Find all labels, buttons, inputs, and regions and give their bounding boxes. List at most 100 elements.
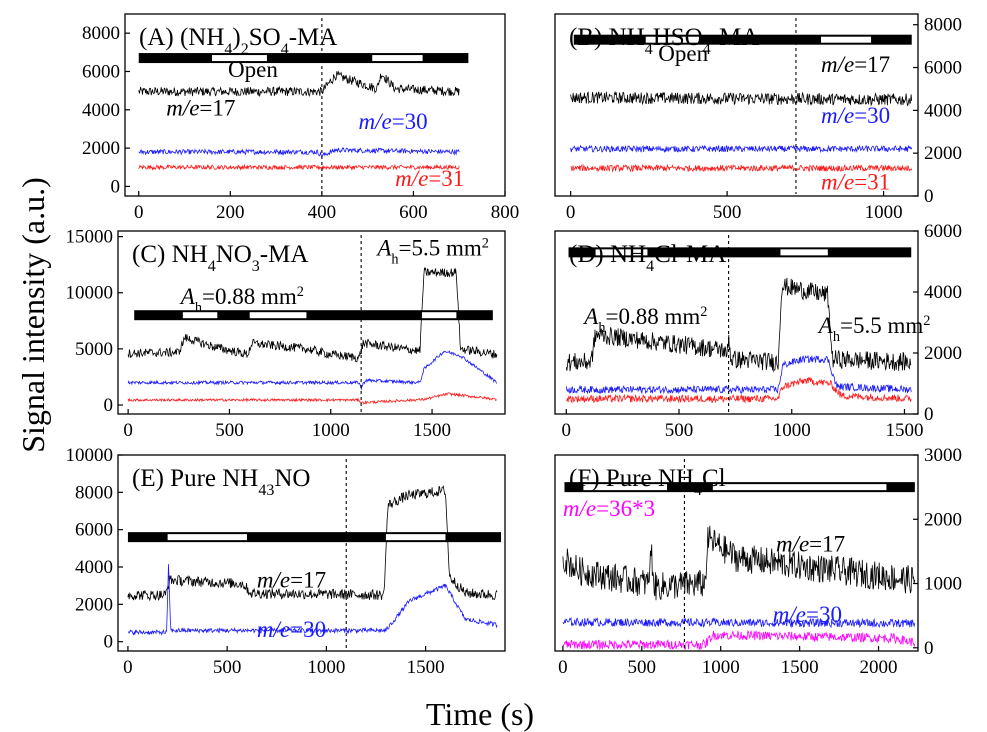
x-tick-label: 0 xyxy=(134,202,144,223)
y-tick-label: 2000 xyxy=(924,509,962,530)
x-tick-label: 400 xyxy=(308,202,337,223)
annotation-label: m/e=17 xyxy=(257,568,326,593)
y-tick-label: 8000 xyxy=(75,482,113,503)
x-tick-label: 500 xyxy=(628,657,657,678)
x-tick-label: 1500 xyxy=(413,420,451,441)
panel-title: (E) Pure NH43NO xyxy=(132,465,310,499)
y-tick-label: 6000 xyxy=(82,61,120,82)
valve-state-bar xyxy=(573,34,912,45)
y-tick-label: 4000 xyxy=(75,557,113,578)
y-tick-label: 2000 xyxy=(82,138,120,159)
series-line-3 xyxy=(566,377,912,404)
y-tick-label: 10000 xyxy=(66,283,114,304)
x-tick-label: 600 xyxy=(399,202,428,223)
y-tick-label: 0 xyxy=(111,176,121,197)
valve-open-segment xyxy=(820,36,872,43)
series-line-1 xyxy=(138,70,460,98)
valve-open-segment xyxy=(211,55,267,62)
series-line-2 xyxy=(127,350,498,391)
x-axis-label: Time (s) xyxy=(426,696,534,732)
y-tick-label: 1000 xyxy=(924,574,962,595)
x-tick-label: 0 xyxy=(123,420,133,441)
x-tick-label: 500 xyxy=(713,202,742,223)
y-tick-label: 5000 xyxy=(75,339,113,360)
panel-f: 0 500 1000 1500 2000 0 1000 2000 3000 (F) Pure NH… xyxy=(554,445,962,678)
y-tick-label: 4000 xyxy=(924,100,962,121)
annotation-label: m/e=30 xyxy=(257,617,326,642)
panel-title: (F) Pure NH4Cl xyxy=(569,465,726,499)
valve-open-segment xyxy=(372,55,423,62)
annotation-label: m/e=17 xyxy=(166,96,235,121)
x-tick-label: 1000 xyxy=(773,420,811,441)
series-line-2 xyxy=(138,147,460,159)
series-line-1 xyxy=(570,90,913,107)
plot-frame xyxy=(554,454,919,652)
x-tick-label: 1000 xyxy=(307,657,345,678)
valve-open-segment xyxy=(167,534,247,541)
series-line-1 xyxy=(562,525,916,601)
x-tick-label: 0 xyxy=(566,202,576,223)
plot-frame xyxy=(124,13,506,197)
series-line-2 xyxy=(570,144,913,154)
annotation-label: m/e=17 xyxy=(776,531,845,556)
annotation-label: m/e=31 xyxy=(395,166,464,191)
x-tick-label: 500 xyxy=(215,420,244,441)
plot-frame xyxy=(554,13,919,197)
annotation-label: m/e=30 xyxy=(821,103,890,128)
valve-state-bar xyxy=(134,310,493,321)
panel-b: 0 500 1000 0 2000 4000 6000 8000 (B) NH4HSO4-MAO… xyxy=(554,13,962,223)
y-tick-label: 0 xyxy=(924,638,934,659)
y-tick-label: 0 xyxy=(924,404,934,425)
y-tick-label: 6000 xyxy=(924,221,962,242)
series-line-3 xyxy=(562,629,916,651)
valve-state-bar xyxy=(568,247,912,258)
plot-frame xyxy=(554,230,919,415)
y-tick-label: 8000 xyxy=(82,23,120,44)
valve-open-segment xyxy=(595,249,648,256)
plot-frame xyxy=(117,230,506,415)
annotation-label: m/e=30 xyxy=(773,602,842,627)
y-tick-label: 0 xyxy=(104,395,114,416)
series-line-2 xyxy=(127,564,498,636)
y-tick-label: 15000 xyxy=(66,227,114,248)
x-tick-label: 800 xyxy=(491,202,520,223)
annotation-label: Ah=5.5 mm2 xyxy=(375,236,489,268)
y-tick-label: 2000 xyxy=(75,594,113,615)
y-tick-label: 6000 xyxy=(75,520,113,541)
y-tick-label: 3000 xyxy=(924,445,962,466)
x-tick-label: 0 xyxy=(562,420,572,441)
valve-open-segment xyxy=(645,36,699,43)
series-line-1 xyxy=(565,277,912,373)
x-tick-label: 500 xyxy=(213,657,242,678)
series-line-1 xyxy=(127,484,498,602)
x-tick-label: 500 xyxy=(665,420,694,441)
y-tick-label: 4000 xyxy=(924,282,962,303)
annotation-label: Ah=0.88 mm2 xyxy=(582,304,707,336)
panel-title: (D) NH4Cl-MA xyxy=(569,241,726,275)
annotation-label: Ah=5.5 mm2 xyxy=(817,313,931,345)
series-line-3 xyxy=(127,392,498,405)
valve-state-bar xyxy=(138,53,469,64)
y-tick-label: 2000 xyxy=(924,143,962,164)
x-tick-label: 1500 xyxy=(781,657,819,678)
y-tick-label: 10000 xyxy=(66,445,114,466)
plot-frame xyxy=(117,454,506,652)
x-tick-label: 0 xyxy=(123,657,133,678)
panel-title: (B) NH4HSO4-MA xyxy=(569,24,759,58)
annotation-label: m/e=30 xyxy=(358,109,427,134)
valve-open-segment xyxy=(712,484,887,491)
x-tick-label: 200 xyxy=(216,202,245,223)
series-line-2 xyxy=(565,355,912,395)
y-tick-label: 0 xyxy=(924,186,934,207)
series-line-1 xyxy=(127,266,498,363)
x-tick-label: 1000 xyxy=(702,657,740,678)
x-tick-label: 1500 xyxy=(885,420,923,441)
annotation-label: Open xyxy=(228,57,278,82)
x-tick-label: 1000 xyxy=(865,202,903,223)
y-tick-label: 2000 xyxy=(924,343,962,364)
